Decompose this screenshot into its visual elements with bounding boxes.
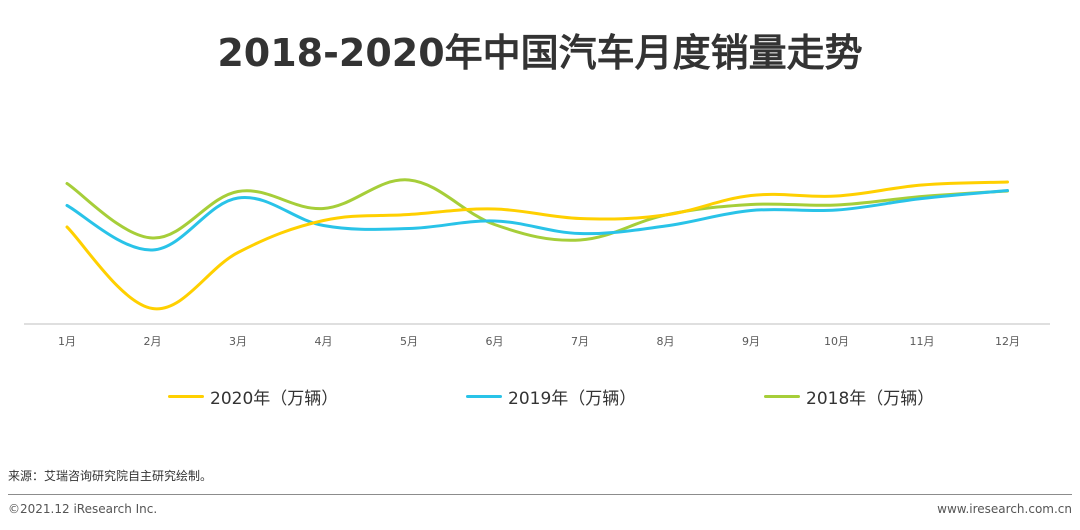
x-tick-label: 1月	[58, 335, 76, 348]
x-tick-label: 5月	[400, 335, 418, 348]
x-tick-label: 2月	[144, 335, 162, 348]
line-chart: 1月 2月 3月 4月 5月 6月 7月 8月 9月 10月 11月 12月	[24, 178, 1050, 348]
x-tick-label: 3月	[229, 335, 247, 348]
chart-title: 2018-2020年中国汽车月度销量走势	[217, 31, 863, 75]
footer-divider	[8, 494, 1072, 495]
legend-item-2019: 2019年（万辆）	[466, 384, 637, 409]
x-tick-label: 10月	[824, 335, 849, 348]
legend-item-2020: 2020年（万辆）	[168, 384, 339, 409]
website-link[interactable]: www.iresearch.com.cn	[937, 502, 1072, 516]
copyright-text: ©2021.12 iResearch Inc.	[8, 502, 158, 516]
legend-item-2018: 2018年（万辆）	[764, 384, 935, 409]
legend-swatch-2020	[168, 394, 204, 398]
x-tick-label: 11月	[910, 335, 935, 348]
x-tick-label: 4月	[315, 335, 333, 348]
x-tick-label: 6月	[486, 335, 504, 348]
x-tick-label: 9月	[742, 335, 760, 348]
legend-label-2019: 2019年（万辆）	[508, 388, 637, 409]
legend-label-2018: 2018年（万辆）	[806, 388, 935, 409]
legend-swatch-2018	[764, 394, 800, 398]
x-tick-label: 12月	[995, 335, 1020, 348]
x-tick-label: 8月	[657, 335, 675, 348]
x-tick-label: 7月	[571, 335, 589, 348]
series-line-2018	[65, 178, 1009, 242]
series-line-2020	[65, 180, 1009, 311]
source-note: 来源：艾瑞咨询研究院自主研究绘制。	[8, 469, 213, 483]
series-line-2019	[65, 189, 1009, 252]
legend-label-2020: 2020年（万辆）	[210, 388, 339, 409]
legend-swatch-2019	[466, 394, 502, 398]
